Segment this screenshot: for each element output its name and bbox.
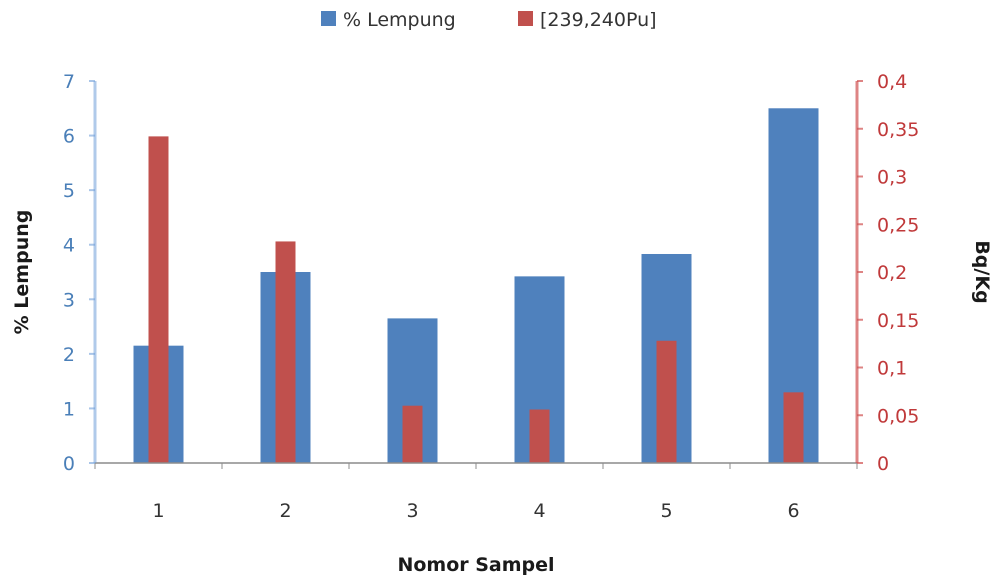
left-tick-label: 5 [63,180,75,202]
left-tick-label: 2 [63,344,75,366]
left-tick-label: 6 [63,126,75,148]
right-tick-label: 0,2 [877,262,907,284]
bar-pu-2 [275,241,296,463]
bar-pu-3 [402,405,423,463]
x-tick-label: 3 [406,500,418,522]
legend-swatch-lempung [321,11,336,26]
right-tick-label: 0,05 [877,405,919,427]
right-tick-label: 0,1 [877,358,907,380]
right-tick-label: 0,35 [877,119,919,141]
x-axis-title: Nomor Sampel [397,554,554,576]
right-tick-label: 0 [877,453,889,475]
right-axis-title: Bq/Kg [971,240,992,303]
left-tick-label: 3 [63,289,75,311]
x-tick-label: 2 [279,500,291,522]
legend-label-lempung: % Lempung [343,9,456,31]
x-tick-label: 5 [660,500,672,522]
right-tick-label: 0,3 [877,167,907,189]
right-tick-label: 0,4 [877,71,907,93]
legend-label-pu: [239,240Pu] [540,9,657,31]
legend-swatch-pu [518,11,533,26]
bar-pu-5 [656,340,677,463]
right-tick-label: 0,25 [877,214,919,236]
x-tick-label: 4 [533,500,545,522]
right-tick-label: 0,15 [877,310,919,332]
x-tick-label: 1 [152,500,164,522]
left-tick-label: 1 [63,398,75,420]
left-tick-label: 0 [63,453,75,475]
bar-pu-6 [783,392,804,463]
left-tick-label: 4 [63,235,75,257]
bar-pu-1 [148,136,169,463]
bar-pu-4 [529,409,550,463]
left-axis-title: % Lempung [11,210,33,335]
x-tick-label: 6 [787,500,799,522]
left-tick-label: 7 [63,71,75,93]
